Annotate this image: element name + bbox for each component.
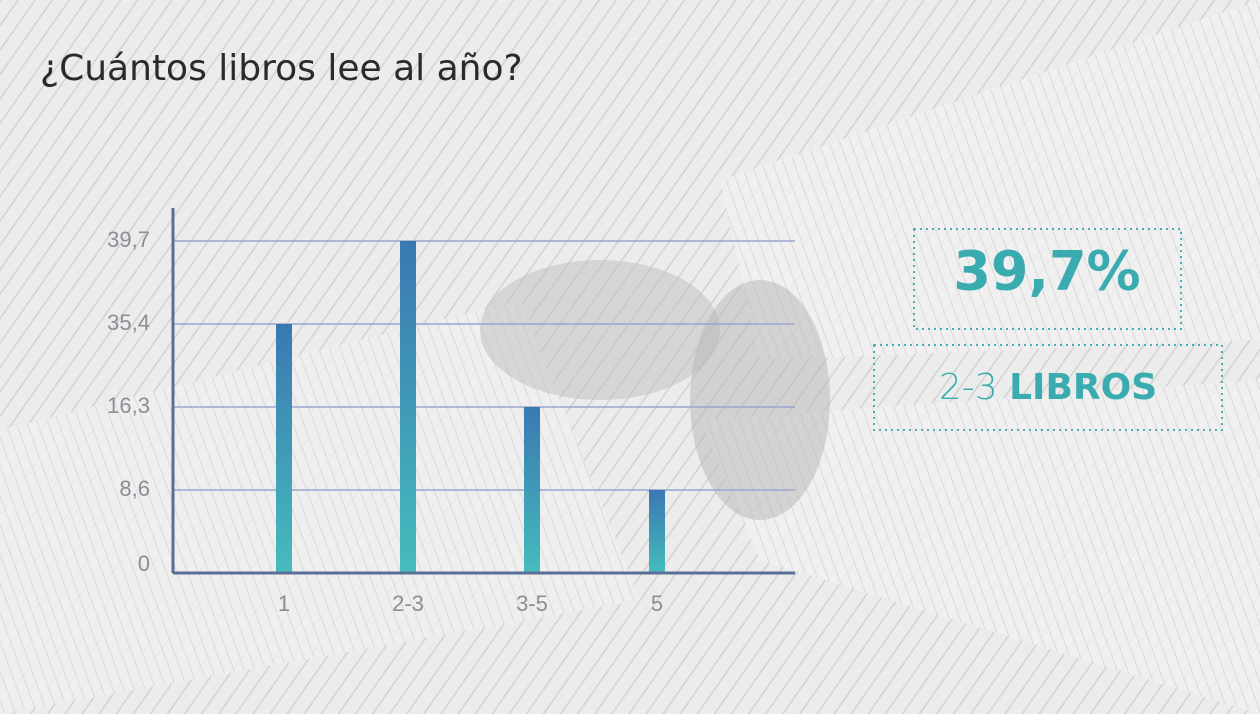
x-tick-label: 1 (278, 591, 290, 616)
y-tick-label: 35,4 (107, 310, 150, 335)
callout-category: 2-3 LIBROS (939, 367, 1157, 408)
x-tick-label: 2-3 (392, 591, 424, 616)
bar (276, 324, 292, 573)
callout-category-name: 2-3 (939, 367, 998, 408)
bar (649, 490, 665, 573)
y-tick-label: 8,6 (119, 476, 150, 501)
callout-value: 39,7% (953, 240, 1140, 303)
y-tick-label: 16,3 (107, 393, 150, 418)
callout-box (913, 228, 1182, 330)
bar (524, 407, 540, 573)
x-tick-label: 5 (651, 591, 663, 616)
x-tick-label: 3-5 (516, 591, 548, 616)
y-tick-label: 0 (138, 551, 150, 576)
chart-title: ¿Cuántos libros lee al año? (40, 48, 523, 89)
callout-unit: LIBROS (1009, 367, 1157, 408)
y-tick-label: 39,7 (107, 227, 150, 252)
bar (400, 241, 416, 573)
callout-box (873, 344, 1223, 431)
